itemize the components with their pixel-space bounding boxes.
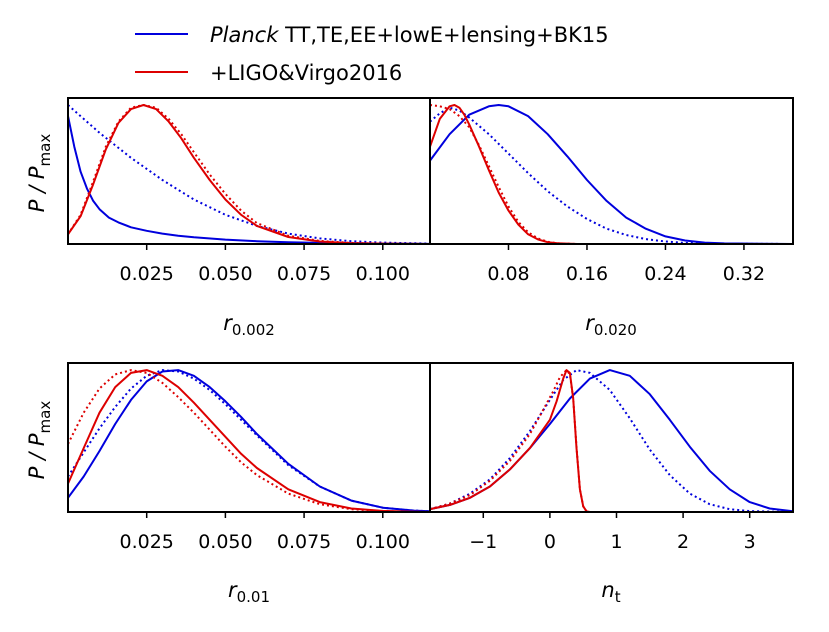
x-axis-label-r0002: r0.002 — [223, 311, 275, 339]
x-tick-label: 0 — [544, 531, 556, 553]
panel-r0002: 0.025 0.050 0.075 0.100 — [68, 98, 430, 285]
series-line-4-dotted — [430, 105, 793, 244]
axes-frame — [68, 363, 430, 512]
x-tick-label: 1 — [610, 531, 622, 553]
series-line-3-solid — [430, 105, 793, 244]
x-tick-label: 0.16 — [566, 263, 608, 285]
x-tick-label: 0.050 — [198, 531, 252, 553]
x-axis-label-r001: r0.01 — [228, 578, 270, 606]
x-tick-label: 0.025 — [119, 531, 173, 553]
x-tick-label: 0.050 — [198, 263, 252, 285]
x-axis-label-r0020: r0.020 — [585, 311, 637, 339]
x-tick-label: 0.075 — [277, 263, 331, 285]
y-axis-label-top: P / Pmax — [25, 134, 54, 213]
x-tick-label: 0.025 — [119, 263, 173, 285]
x-tick-label: 0.24 — [644, 263, 686, 285]
series-line-1-solid — [68, 116, 430, 244]
x-tick-label: 0.08 — [487, 263, 529, 285]
series-group — [430, 105, 793, 244]
series-line-2-dotted — [68, 370, 430, 511]
x-tick-label: 0.100 — [356, 263, 410, 285]
series-line-3-solid — [430, 370, 793, 512]
series-line-2-dotted — [68, 105, 430, 244]
series-line-1-solid — [68, 370, 430, 511]
x-axis-label-nt: nt — [601, 578, 620, 606]
legend-label-ligo: +LIGO&Virgo2016 — [210, 61, 402, 85]
y-axis-label-bottom: P / Pmax — [25, 401, 54, 480]
figure: Planck TT,TE,EE+lowE+lensing+BK15 +LIGO&… — [0, 0, 829, 632]
series-line-1-solid — [430, 105, 793, 244]
x-tick-label: 0.075 — [277, 531, 331, 553]
x-tick-label: 2 — [677, 531, 689, 553]
series-group — [430, 370, 793, 512]
series-line-2-dotted — [430, 108, 793, 244]
legend-label-planck: Planck TT,TE,EE+lowE+lensing+BK15 — [210, 23, 609, 47]
x-tick-label: 0.32 — [723, 263, 765, 285]
series-line-4-dotted — [68, 370, 430, 512]
series-line-3-solid — [68, 370, 430, 512]
series-group — [68, 105, 430, 244]
legend: Planck TT,TE,EE+lowE+lensing+BK15 +LIGO&… — [135, 23, 609, 85]
x-tick-label: 0.100 — [356, 531, 410, 553]
panel-r0020: 0.08 0.16 0.24 0.32 — [430, 98, 793, 285]
x-tick-label: −1 — [469, 531, 497, 553]
panel-r001: 0.025 0.050 0.075 0.100 — [68, 363, 430, 553]
panel-nt: −1 0 1 2 3 — [430, 363, 793, 553]
x-tick-label: 3 — [744, 531, 756, 553]
axes-frame — [430, 98, 793, 244]
series-group — [68, 370, 430, 512]
